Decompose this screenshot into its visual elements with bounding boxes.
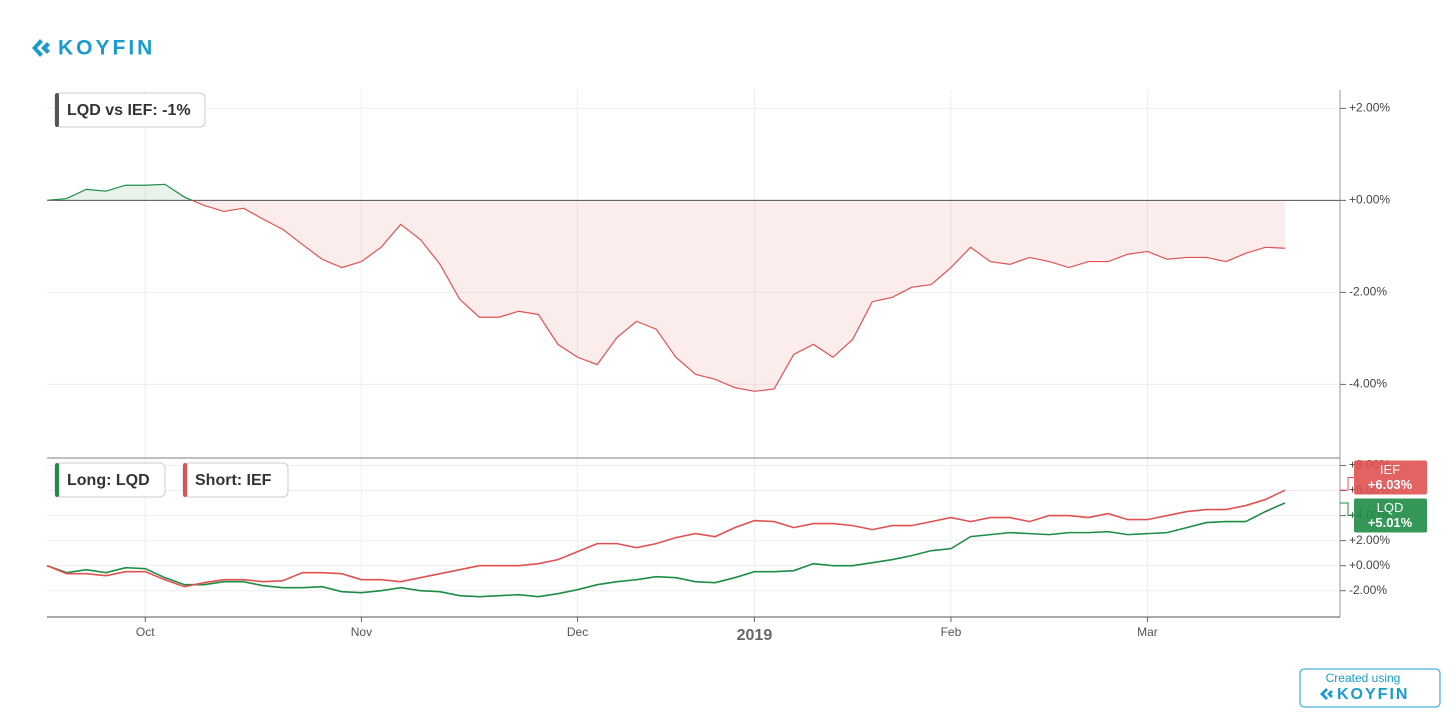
legend-swatch	[183, 463, 187, 497]
logo-icon	[1320, 688, 1328, 700]
y-tick-label: +0.00%	[1349, 193, 1390, 207]
chart-title: LQD vs IEF: -1%	[67, 102, 191, 119]
badge-value: +5.01%	[1368, 515, 1413, 530]
badge-name: LQD	[1377, 500, 1404, 515]
x-tick-label: Dec	[567, 625, 588, 639]
area-negative	[47, 200, 1285, 392]
y-tick-label: +2.00%	[1349, 101, 1390, 115]
logo-text: KOYFIN	[58, 37, 155, 60]
y-tick-label: +0.00%	[1349, 558, 1390, 572]
legend-label: Short: IEF	[195, 472, 272, 489]
footer-logo: KOYFIN	[1337, 686, 1409, 703]
y-tick-label: -4.00%	[1349, 377, 1387, 391]
x-tick-label: Feb	[941, 625, 962, 639]
line-negative	[47, 200, 1286, 392]
legend-label: Long: LQD	[67, 472, 150, 489]
series-line	[46, 502, 1286, 598]
footer-badge: Created using KOYFIN	[1299, 668, 1441, 708]
badge-connector	[1340, 477, 1354, 491]
legend-swatch	[55, 463, 59, 497]
y-tick-label: -2.00%	[1349, 583, 1387, 597]
x-tick-label: 2019	[737, 627, 773, 644]
logo-icon	[1327, 690, 1333, 698]
footer-box	[1299, 668, 1441, 708]
y-tick-label: +2.00%	[1349, 533, 1390, 547]
series-line	[46, 489, 1286, 588]
footer-caption: Created using	[1326, 671, 1401, 685]
logo-icon	[41, 42, 50, 54]
logo: KOYFIN	[32, 37, 155, 60]
value-badge	[1354, 460, 1427, 495]
value-badge	[1354, 498, 1427, 533]
badge-value: +6.03%	[1368, 477, 1413, 492]
x-tick-label: Nov	[351, 625, 372, 639]
y-tick-label: -2.00%	[1349, 285, 1387, 299]
overlay: LQD vs IEF: -1% Long: LQD Short: IEF Oct…	[54, 92, 1427, 644]
area-positive	[47, 184, 1285, 201]
marks	[46, 183, 1340, 598]
x-tick-label: Mar	[1137, 625, 1158, 639]
badge-connector	[1340, 502, 1354, 517]
legend-swatch	[55, 93, 59, 127]
logo-icon	[32, 39, 43, 57]
x-tick-label: Oct	[136, 625, 155, 639]
badge-name: IEF	[1380, 462, 1400, 477]
